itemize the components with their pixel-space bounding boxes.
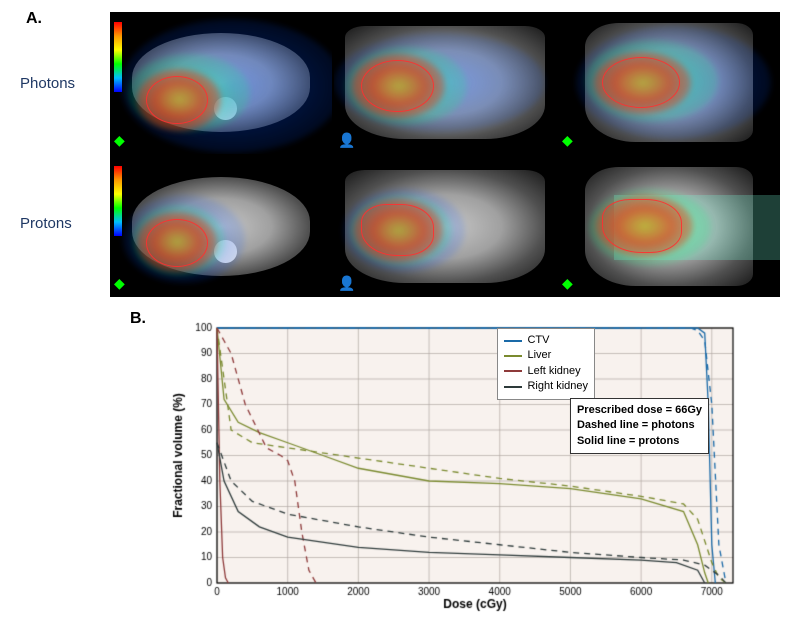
orientation-icon: ◆ — [562, 275, 580, 293]
ct-cell-photons-axial: ◆ — [110, 12, 332, 154]
info-line: Dashed line = photons — [577, 418, 702, 433]
orientation-icon: ◆ — [562, 132, 580, 150]
orientation-icon: ◆ — [114, 132, 132, 150]
ct-cell-protons-axial: ◆ — [110, 156, 332, 298]
chart-info-box: Prescribed dose = 66Gy Dashed line = pho… — [570, 398, 709, 454]
ct-cell-photons-coronal: 👤 — [334, 12, 556, 154]
legend-label: Left kidney — [527, 364, 580, 379]
orientation-icon: 👤 — [338, 275, 356, 293]
ct-image-grid: ◆ 👤 ◆ ◆ 👤 — [110, 12, 780, 297]
chart-legend: CTV Liver Left kidney Right kidney — [497, 328, 595, 400]
orientation-icon: ◆ — [114, 275, 132, 293]
ct-cell-protons-coronal: 👤 — [334, 156, 556, 298]
legend-label: Liver — [527, 348, 551, 363]
ct-cell-protons-sagittal: ◆ — [558, 156, 780, 298]
dvh-chart: CTV Liver Left kidney Right kidney Presc… — [165, 320, 745, 625]
legend-label: Right kidney — [527, 379, 588, 394]
ct-cell-photons-sagittal: ◆ — [558, 12, 780, 154]
info-line: Prescribed dose = 66Gy — [577, 403, 702, 418]
panel-b-label: B. — [130, 310, 146, 328]
panel-a-label: A. — [26, 10, 42, 28]
legend-label: CTV — [527, 333, 549, 348]
orientation-icon: 👤 — [338, 132, 356, 150]
info-line: Solid line = protons — [577, 434, 702, 449]
dose-colorbar — [114, 166, 122, 236]
row-label-photons: Photons — [20, 75, 75, 92]
row-label-protons: Protons — [20, 215, 72, 232]
